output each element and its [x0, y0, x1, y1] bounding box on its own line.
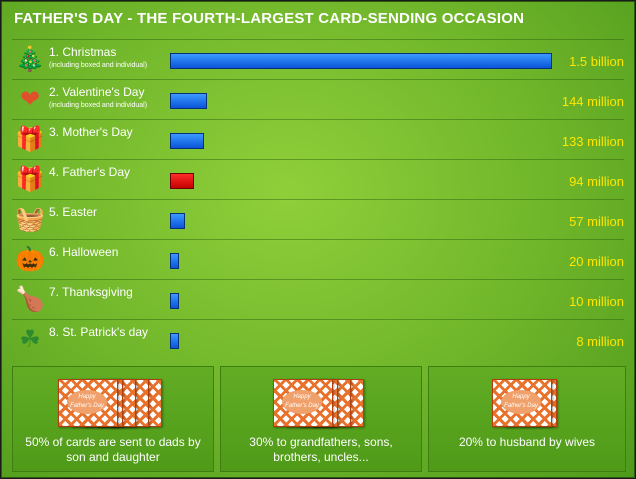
- category-label: 3. Mother's Day: [49, 125, 133, 139]
- value-label: 133 million: [561, 134, 624, 149]
- bar-row: ❤ 2. Valentine's Day (including boxed and …: [12, 79, 624, 120]
- share-panel-dads: Happy Father's Day 50% of cards are sent…: [12, 366, 214, 472]
- shamrock-icon: ☘: [19, 326, 41, 353]
- bar: [170, 133, 204, 149]
- greeting-card-front: Happy Father's Day: [58, 379, 118, 427]
- category-sublabel: (including boxed and individual): [49, 62, 148, 69]
- easter-basket-icon: 🧺: [15, 206, 45, 233]
- bar: [170, 173, 194, 189]
- bar: [170, 293, 179, 309]
- gift-box-icon: 🎁: [15, 166, 45, 193]
- value-label: 144 million: [561, 94, 624, 109]
- card-stack: Happy Father's Day: [429, 375, 625, 429]
- category-label: 2. Valentine's Day: [49, 85, 145, 99]
- category-label: 6. Halloween: [49, 245, 119, 259]
- card-caption: Happy Father's Day: [67, 390, 107, 414]
- bar: [170, 213, 185, 229]
- bar-row: 🎃 6. Halloween 20 million: [12, 239, 624, 280]
- category-label: 5. Easter: [49, 205, 98, 219]
- share-panel-text: 20% to husband by wives: [458, 435, 596, 449]
- card-stack: Happy Father's Day: [13, 375, 213, 429]
- category-label: 4. Father's Day: [49, 165, 130, 179]
- share-panel-wives: Happy Father's Day 20% to husband by wiv…: [428, 366, 626, 472]
- card-caption: Happy Father's Day: [282, 390, 322, 414]
- gift-box-icon: 🎁: [15, 126, 45, 153]
- value-label: 57 million: [569, 214, 624, 229]
- value-label: 10 million: [569, 294, 624, 309]
- chart-title: FATHER'S DAY - THE FOURTH-LARGEST CARD-S…: [14, 10, 525, 27]
- bar: [170, 53, 552, 69]
- greeting-card-front: Happy Father's Day: [492, 379, 552, 427]
- greeting-card-front: Happy Father's Day: [273, 379, 333, 427]
- category-sublabel: (including boxed and individual): [49, 102, 148, 109]
- share-panel-text: 30% to grandfathers, sons, brothers, unc…: [249, 435, 393, 464]
- share-panel-text: 50% of cards are sent to dads by son and…: [25, 435, 201, 464]
- bar-row: ☘ 8. St. Patrick's day 8 million: [12, 319, 624, 360]
- bar-row: 🎄 1. Christmas (including boxed and indivi…: [12, 39, 624, 80]
- bar: [170, 253, 179, 269]
- value-label: 94 million: [569, 174, 624, 189]
- roast-turkey-icon: 🍗: [15, 286, 45, 313]
- value-label: 1.5 billion: [569, 54, 624, 69]
- value-label: 20 million: [569, 254, 624, 269]
- card-stack: Happy Father's Day: [221, 375, 421, 429]
- bar-row: 🎁 3. Mother's Day 133 million: [12, 119, 624, 160]
- share-panel-relatives: Happy Father's Day 30% to grandfathers, …: [220, 366, 422, 472]
- bar-row: 🎁 4. Father's Day 94 million: [12, 159, 624, 200]
- card-caption: Happy Father's Day: [501, 390, 541, 414]
- bar: [170, 93, 207, 109]
- bar-row: 🍗 7. Thanksgiving 10 million: [12, 279, 624, 320]
- bar-row: 🧺 5. Easter 57 million: [12, 199, 624, 240]
- heart-icon: ❤: [19, 86, 41, 113]
- category-label: 1. Christmas: [49, 45, 117, 59]
- jack-o-lantern-icon: 🎃: [15, 246, 45, 273]
- value-label: 8 million: [576, 334, 624, 349]
- bar: [170, 333, 179, 349]
- category-label: 8. St. Patrick's day: [49, 325, 148, 339]
- christmas-tree-icon: 🎄: [15, 46, 45, 73]
- category-label: 7. Thanksgiving: [49, 285, 133, 299]
